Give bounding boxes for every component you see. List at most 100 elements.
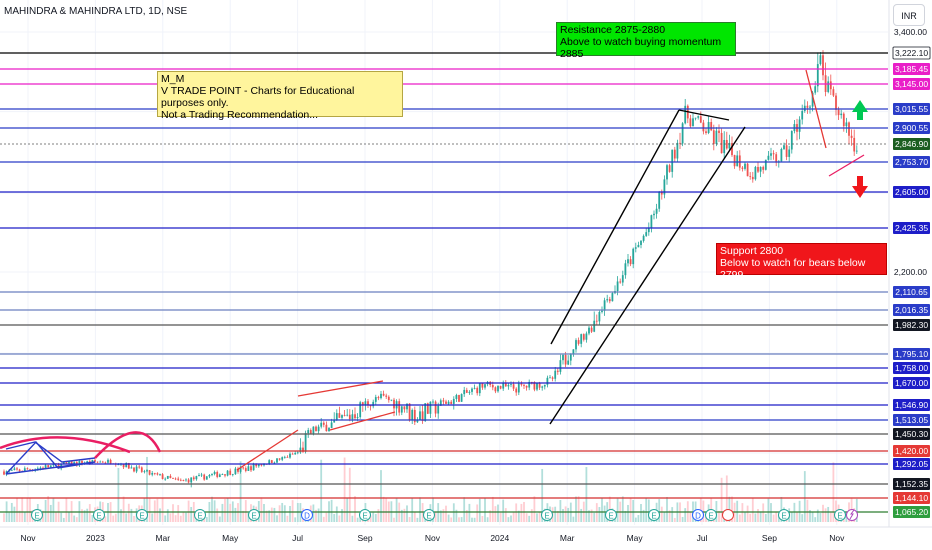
volume-bar <box>829 512 832 522</box>
earnings-icon-label: E <box>139 512 144 521</box>
volume-bar <box>49 504 52 522</box>
earnings-icon <box>359 509 371 521</box>
up-arrow-icon <box>852 100 868 120</box>
volume-bar <box>528 515 531 522</box>
volume-bar <box>83 510 86 522</box>
candle-body <box>744 163 746 169</box>
volume-bar <box>400 509 403 522</box>
volume-bar <box>289 505 291 522</box>
volume-bar <box>541 468 544 522</box>
candle-body <box>23 468 26 472</box>
candle-body <box>660 191 663 195</box>
candle-body <box>655 208 658 214</box>
candle-body <box>377 397 380 399</box>
candle-body <box>18 469 21 472</box>
volume-bar <box>819 513 822 522</box>
candle-body <box>29 469 31 471</box>
volume-bar <box>746 505 749 522</box>
candle-body <box>101 461 104 463</box>
volume-bar <box>239 461 242 522</box>
candle-body <box>723 139 726 154</box>
candle-body <box>546 377 549 385</box>
volume-bar <box>666 497 668 522</box>
candle-body <box>312 426 315 434</box>
volume-bar <box>512 512 515 522</box>
volume-bar <box>226 498 229 522</box>
candle-body <box>637 244 640 248</box>
candle-body <box>460 394 463 402</box>
candle-body <box>806 105 809 108</box>
candle-body <box>715 130 718 144</box>
volume-bar <box>359 516 362 522</box>
volume-bar <box>182 512 185 522</box>
volume-bar <box>468 503 471 522</box>
volume-bar <box>564 506 567 522</box>
y-axis-tick: 2,200.00 <box>894 267 927 277</box>
candle-body <box>632 248 635 265</box>
volume-bar <box>270 507 273 522</box>
volume-bar <box>590 509 593 522</box>
volume-bar <box>497 504 499 522</box>
volume-bar <box>463 497 466 522</box>
candle-body <box>36 468 39 470</box>
candle-body <box>447 401 450 404</box>
volume-bar <box>562 509 564 522</box>
volume-bar <box>775 511 778 522</box>
volume-bar <box>416 517 419 522</box>
candle-body <box>809 106 811 108</box>
candle-body <box>13 468 16 471</box>
volume-bar <box>744 512 746 522</box>
earnings-icon-label: E <box>34 512 39 521</box>
candle-body <box>406 403 408 410</box>
candle-body <box>65 462 68 464</box>
volume-bar <box>580 508 583 522</box>
volume-bar <box>494 506 497 522</box>
volume-bar <box>60 512 63 522</box>
candle-body <box>146 470 148 472</box>
price-lines <box>0 52 888 513</box>
candle-body <box>507 384 510 387</box>
candle-body <box>770 153 772 156</box>
candle-body <box>229 470 232 475</box>
volume-bar <box>133 515 135 522</box>
candle-body <box>320 422 323 427</box>
candle-body <box>125 463 128 468</box>
price-label-box <box>892 46 931 60</box>
earnings-icon <box>834 509 846 521</box>
candle-body <box>322 422 325 425</box>
candle-body <box>117 464 120 466</box>
volume-bar <box>603 505 606 522</box>
volume-bar <box>658 499 661 522</box>
candle-body <box>601 310 603 312</box>
candle-body <box>720 132 723 154</box>
candle-body <box>588 327 590 334</box>
volume-bar <box>645 497 648 522</box>
candle-body <box>153 473 156 474</box>
price-label-box <box>893 399 930 411</box>
candle-body <box>504 382 507 387</box>
candle-body <box>699 116 702 123</box>
candle-body <box>829 81 832 90</box>
trend-line <box>297 380 384 397</box>
earnings-icon-label: E <box>251 512 256 521</box>
candle-body <box>421 411 424 422</box>
price-label: 1,546.90 <box>895 400 928 410</box>
candle-body <box>343 415 346 416</box>
volume-bar <box>809 509 811 522</box>
candle-body <box>156 473 159 475</box>
volume-bar <box>330 499 333 522</box>
candle-body <box>853 137 856 152</box>
currency-selector[interactable]: INR <box>893 4 925 26</box>
volume-bar <box>621 496 624 522</box>
volume-bar <box>816 509 819 522</box>
volume-bar <box>47 496 50 522</box>
y-axis-tick: 3,400.00 <box>894 27 927 37</box>
volume-bar <box>575 496 577 522</box>
volume-bar <box>21 497 24 522</box>
volume-bar <box>166 509 169 522</box>
earnings-icon-label: E <box>708 512 713 521</box>
candle-body <box>790 131 793 150</box>
volume-bar <box>382 496 385 522</box>
candle-body <box>315 426 317 432</box>
